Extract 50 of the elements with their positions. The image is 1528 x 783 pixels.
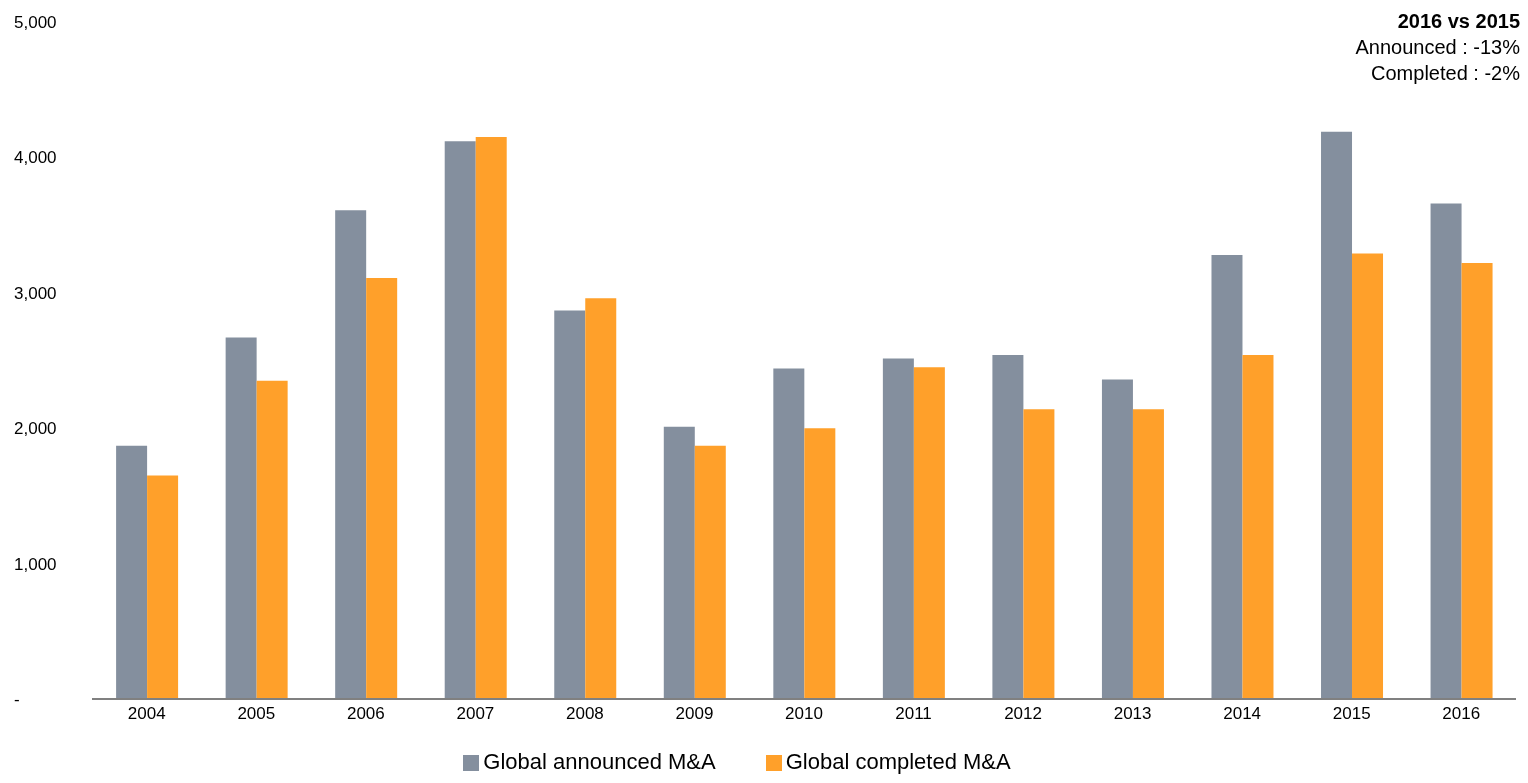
bar <box>663 426 695 699</box>
x-tick-label: 2014 <box>1223 704 1262 724</box>
bar <box>335 210 367 699</box>
x-tick-label: 2013 <box>1113 704 1152 724</box>
x-tick-label: 2011 <box>895 704 932 724</box>
bar <box>256 380 288 699</box>
x-tick-label: 2012 <box>1004 704 1042 724</box>
bar <box>1132 409 1164 699</box>
y-tick-label: - <box>14 690 20 710</box>
x-tick-label: 2010 <box>785 704 823 724</box>
bar <box>366 277 398 699</box>
bar <box>1321 131 1353 699</box>
y-tick-label: 2,000 <box>14 419 57 439</box>
x-tick-label: 2009 <box>675 704 714 724</box>
bar <box>225 337 257 699</box>
bar <box>554 310 586 699</box>
bar <box>116 445 148 699</box>
bar <box>444 141 476 699</box>
x-tick-label: 2015 <box>1332 704 1371 724</box>
bar <box>913 367 945 699</box>
bar <box>694 445 726 699</box>
bar <box>992 355 1024 699</box>
y-tick-label: 1,000 <box>14 554 57 574</box>
bar <box>1430 203 1462 699</box>
x-tick-label: 2006 <box>346 704 385 724</box>
annotation: 2016 vs 2015 <box>1396 9 1520 34</box>
bar <box>1461 263 1493 699</box>
x-tick-label: 2004 <box>127 704 166 724</box>
bar <box>882 358 914 699</box>
annotation: Completed : -2% <box>1370 61 1520 86</box>
bar <box>475 137 507 699</box>
bar <box>804 428 836 699</box>
x-tick-label: 2005 <box>237 704 276 724</box>
x-tick-label: 2007 <box>456 704 495 724</box>
y-tick-label: 5,000 <box>14 13 57 33</box>
bar <box>1023 409 1055 699</box>
x-tick-label: 2008 <box>566 704 604 724</box>
y-tick-label: 3,000 <box>14 283 57 303</box>
bar <box>1352 253 1384 699</box>
bar <box>773 368 805 699</box>
bar <box>1211 254 1243 699</box>
bar <box>585 298 617 699</box>
bar <box>1242 355 1274 699</box>
legend-label: Global completed M&A <box>785 749 1011 774</box>
legend-label: Global announced M&A <box>483 749 716 774</box>
y-tick-label: 4,000 <box>14 148 57 168</box>
x-tick-label: 2016 <box>1442 704 1481 724</box>
bar <box>1101 379 1133 699</box>
annotation: Announced : -13% <box>1355 35 1520 60</box>
bar <box>147 475 179 699</box>
